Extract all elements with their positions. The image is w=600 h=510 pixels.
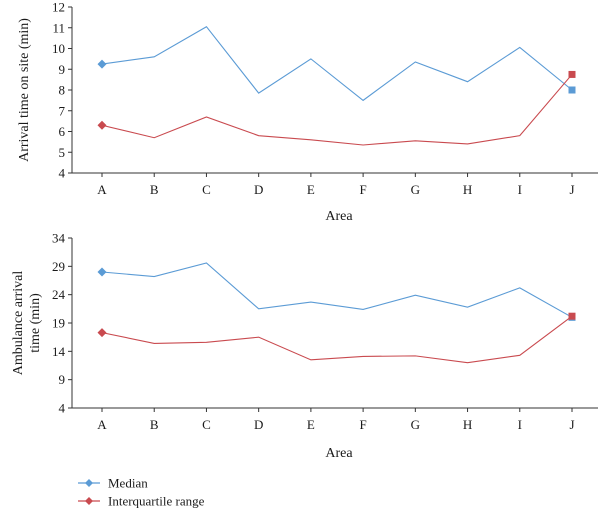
data-point-square <box>568 86 576 94</box>
y-tick-label: 6 <box>59 124 66 139</box>
data-point-diamond <box>97 59 107 69</box>
chart-panel-1: 4 5 6 7 8 9 10 11 12 A B C D E F G H I J Area Arrival time o… <box>17 0 598 224</box>
y-tick-label: 4 <box>59 166 66 181</box>
chart-panel-2: 4 9 14 19 24 29 34 A B C D E F G H I J Area Ambulance arri… <box>11 231 598 461</box>
data-point-diamond <box>97 267 107 277</box>
data-point-square <box>568 70 576 78</box>
x-tick-label: I <box>518 182 522 197</box>
legend: Median Interquartile range <box>78 476 205 509</box>
x-tick-label: D <box>254 182 263 197</box>
x-tick-label: D <box>254 417 263 432</box>
legend-label: Median <box>108 476 148 491</box>
x-tick-label: C <box>202 182 211 197</box>
y-tick-label: 24 <box>52 287 66 302</box>
x-tick-label: G <box>411 417 420 432</box>
x-axis-label: Area <box>325 446 353 461</box>
y-axis-label: Arrival time on site (min) <box>17 18 32 162</box>
series-line-median <box>101 25 573 102</box>
y-tick-label: 14 <box>52 344 66 359</box>
y-tick-label: 9 <box>59 62 66 77</box>
y-tick-label: 7 <box>59 103 66 118</box>
series-line-iqr <box>101 74 573 146</box>
x-tick-label: J <box>569 182 574 197</box>
data-point-diamond <box>97 120 107 130</box>
y-tick-label: 9 <box>59 372 66 387</box>
y-tick-label: 8 <box>59 83 66 98</box>
x-axis-label: Area <box>325 209 353 224</box>
legend-diamond-icon <box>85 497 93 505</box>
y-tick-label: 5 <box>59 145 66 160</box>
x-tick-label: E <box>307 417 315 432</box>
legend-label: Interquartile range <box>108 494 205 509</box>
x-tick-label: H <box>463 182 472 197</box>
legend-item: Interquartile range <box>78 494 205 509</box>
x-tick-label: H <box>463 417 472 432</box>
data-point-diamond <box>97 328 107 338</box>
y-axis-label-wrapped: Ambulance arrival time (min) <box>11 271 43 376</box>
x-tick-label: F <box>359 182 366 197</box>
series-line-median <box>101 262 573 318</box>
y-axis-label-line-1: Ambulance arrival <box>11 271 26 376</box>
data-point-square <box>568 312 576 320</box>
x-tick-label: F <box>359 417 366 432</box>
x-tick-label: A <box>97 182 107 197</box>
y-tick-label: 10 <box>52 41 65 56</box>
x-tick-label: B <box>150 417 159 432</box>
y-tick-label: 4 <box>59 401 66 416</box>
x-tick-label: E <box>307 182 315 197</box>
x-tick-label: G <box>411 182 420 197</box>
series-line-iqr <box>101 315 573 364</box>
y-tick-label: 19 <box>52 316 65 331</box>
x-tick-label: C <box>202 417 211 432</box>
x-tick-label: B <box>150 182 159 197</box>
y-axis-label-line-2: time (min) <box>28 293 43 353</box>
y-tick-label: 12 <box>52 0 65 15</box>
x-tick-label: I <box>518 417 522 432</box>
x-tick-label: A <box>97 417 107 432</box>
legend-item: Median <box>78 476 148 491</box>
y-tick-label: 11 <box>52 20 65 35</box>
y-tick-label: 34 <box>52 231 66 246</box>
legend-diamond-icon <box>85 479 93 487</box>
x-tick-label: J <box>569 417 574 432</box>
y-tick-label: 29 <box>52 259 65 274</box>
